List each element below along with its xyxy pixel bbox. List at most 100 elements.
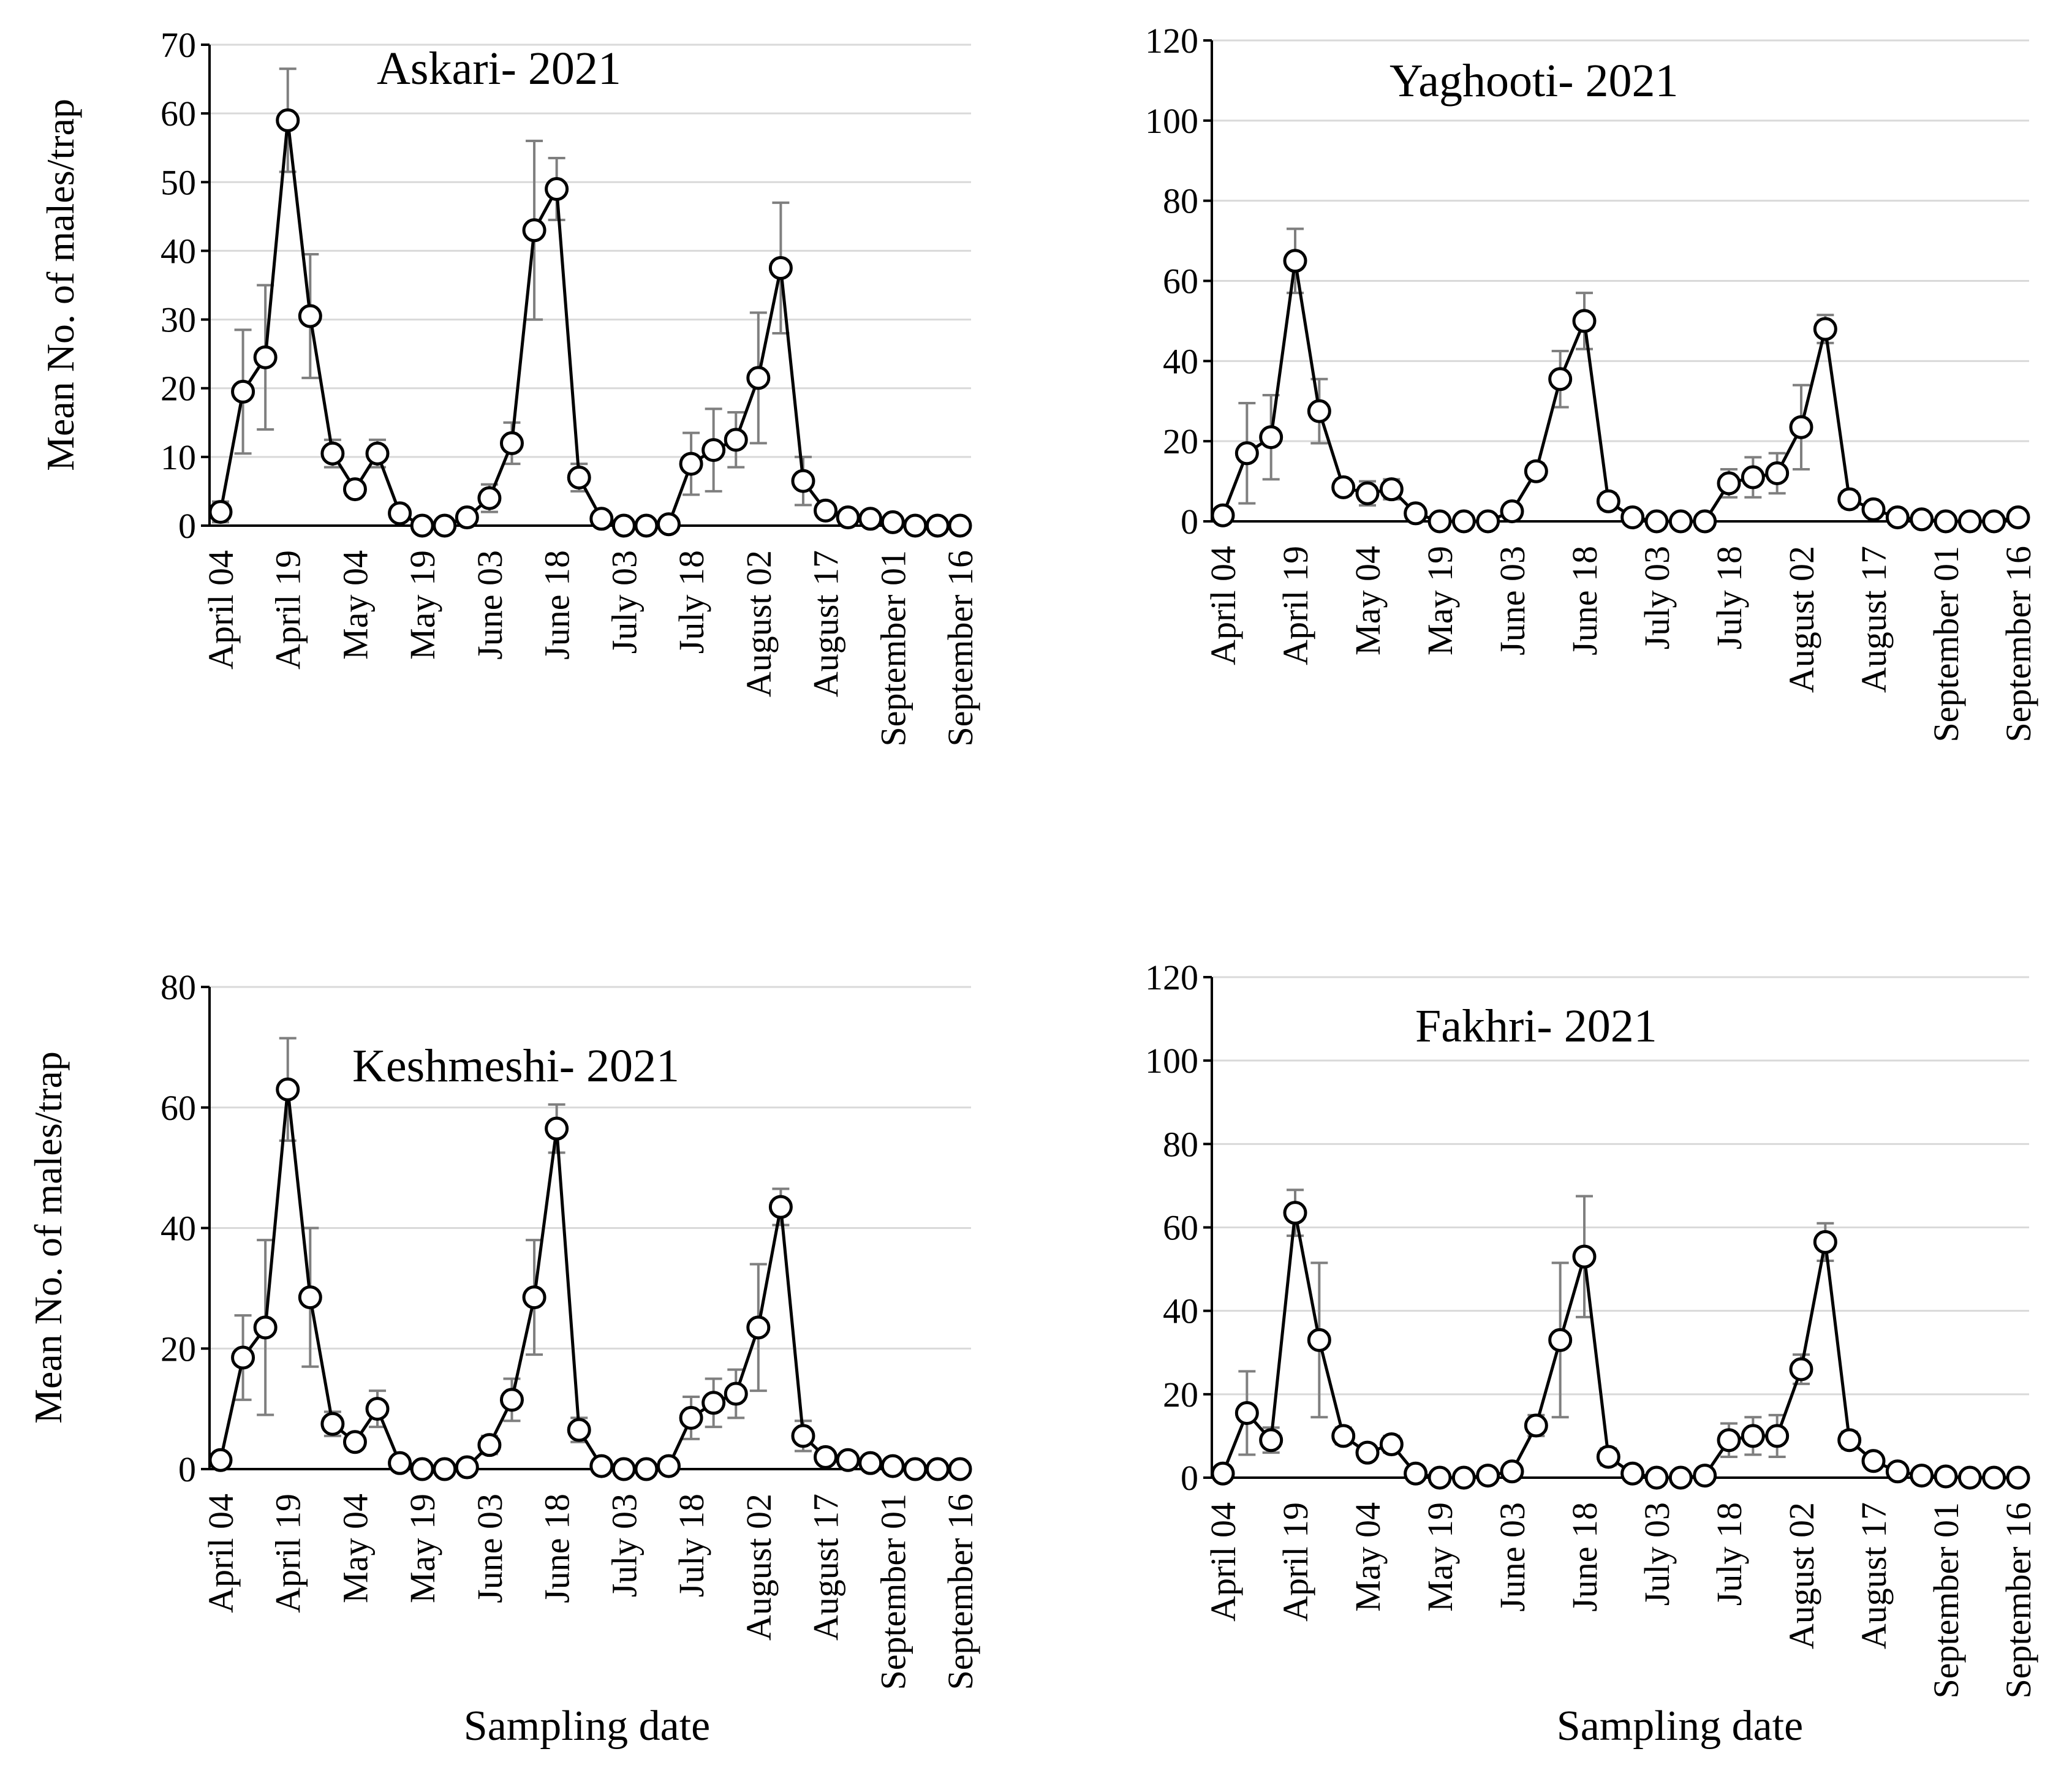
data-point bbox=[1813, 317, 1837, 341]
data-point bbox=[1861, 1449, 1886, 1473]
x-tick-label: April 19 bbox=[1276, 546, 1315, 665]
y-axis-label: Mean No. of males/trap bbox=[26, 1051, 70, 1424]
x-tick-label: September 16 bbox=[940, 550, 980, 747]
data-point bbox=[1500, 1459, 1524, 1484]
data-point bbox=[1307, 399, 1331, 423]
data-point bbox=[365, 441, 390, 466]
data-point bbox=[768, 255, 793, 280]
x-tick-label: June 18 bbox=[537, 1494, 577, 1603]
y-tick-label: 40 bbox=[161, 231, 196, 271]
data-point bbox=[791, 469, 815, 493]
y-tick-label: 30 bbox=[161, 300, 196, 340]
data-point bbox=[1235, 441, 1259, 466]
data-point bbox=[1379, 477, 1404, 502]
data-point bbox=[1910, 1464, 1934, 1488]
y-axis-label: Mean No. of males/trap bbox=[39, 99, 82, 471]
data-point bbox=[903, 1457, 928, 1481]
data-point bbox=[1283, 249, 1307, 273]
data-point bbox=[522, 218, 546, 243]
y-tick-label: 40 bbox=[1163, 1291, 1198, 1331]
data-point bbox=[1693, 1464, 1717, 1488]
x-tick-label: September 16 bbox=[1998, 1502, 2038, 1699]
x-tick-label: September 01 bbox=[1926, 546, 1966, 743]
x-tick-label: September 01 bbox=[1926, 1502, 1966, 1699]
data-point bbox=[253, 1315, 278, 1340]
data-point bbox=[1211, 503, 1235, 527]
data-point bbox=[545, 1116, 569, 1141]
data-point bbox=[342, 1430, 367, 1454]
data-point bbox=[880, 1454, 905, 1478]
data-point bbox=[1885, 505, 1910, 529]
data-point bbox=[1765, 461, 1790, 485]
data-point bbox=[746, 366, 771, 390]
data-point bbox=[1668, 1465, 1693, 1490]
data-point bbox=[1741, 465, 1765, 489]
data-point bbox=[342, 477, 367, 502]
y-tick-label: 0 bbox=[1181, 502, 1198, 542]
data-point bbox=[1644, 509, 1669, 534]
x-tick-label: May 04 bbox=[1348, 1502, 1388, 1612]
data-point bbox=[499, 431, 524, 455]
chart-title: Keshmeshi- 2021 bbox=[352, 1040, 679, 1092]
x-tick-label: July 03 bbox=[1637, 546, 1677, 649]
data-point bbox=[948, 1457, 972, 1481]
y-tick-label: 100 bbox=[1145, 101, 1198, 141]
data-point bbox=[1524, 459, 1548, 483]
data-point bbox=[1910, 507, 1934, 532]
data-point bbox=[1717, 471, 1741, 496]
data-point bbox=[320, 441, 345, 466]
data-point bbox=[1885, 1459, 1910, 1484]
data-point bbox=[768, 1195, 793, 1219]
y-tick-label: 20 bbox=[161, 1329, 196, 1369]
data-point bbox=[1596, 489, 1620, 513]
data-point bbox=[1379, 1432, 1404, 1457]
x-tick-label: May 04 bbox=[335, 550, 375, 660]
data-point bbox=[814, 498, 838, 523]
y-tick-label: 20 bbox=[1163, 421, 1198, 461]
x-tick-label: September 16 bbox=[940, 1494, 980, 1690]
x-tick-label: May 19 bbox=[403, 550, 442, 660]
y-tick-label: 50 bbox=[161, 162, 196, 202]
data-point bbox=[925, 513, 950, 538]
data-point bbox=[1717, 1428, 1741, 1453]
chart-title: Askari- 2021 bbox=[377, 43, 621, 94]
data-point bbox=[1572, 309, 1597, 333]
data-point bbox=[1644, 1465, 1669, 1490]
data-point bbox=[1283, 1201, 1307, 1225]
x-tick-label: June 03 bbox=[470, 550, 510, 660]
data-point bbox=[567, 1418, 591, 1442]
data-point bbox=[545, 177, 569, 201]
data-point bbox=[410, 1457, 434, 1481]
data-point bbox=[724, 1381, 748, 1406]
x-tick-label: September 01 bbox=[873, 550, 913, 747]
data-point bbox=[1427, 509, 1452, 534]
y-tick-label: 60 bbox=[1163, 1208, 1198, 1248]
data-point bbox=[858, 1451, 883, 1475]
data-point bbox=[1331, 1424, 1356, 1448]
y-tick-label: 120 bbox=[1145, 21, 1198, 61]
data-point bbox=[611, 1457, 636, 1481]
data-point bbox=[1259, 425, 1284, 450]
data-point bbox=[1620, 1461, 1645, 1486]
x-tick-label: July 18 bbox=[1709, 546, 1749, 649]
chart-askari: 0 10 20 30 40 50 60 70 April 04 April 19 May 04 May… bbox=[39, 25, 980, 747]
x-tick-label: April 04 bbox=[201, 550, 241, 670]
data-point bbox=[253, 345, 278, 369]
y-tick-label: 80 bbox=[1163, 181, 1198, 221]
data-point bbox=[589, 507, 614, 531]
data-point bbox=[1548, 1328, 1573, 1352]
data-point bbox=[208, 1448, 233, 1472]
x-axis-label: Sampling date bbox=[464, 1703, 710, 1750]
data-point bbox=[657, 1454, 681, 1478]
y-tick-label: 0 bbox=[178, 506, 196, 546]
data-point bbox=[1957, 1465, 1982, 1490]
data-point bbox=[433, 1457, 457, 1481]
data-point bbox=[791, 1424, 815, 1448]
x-tick-label: June 03 bbox=[1492, 546, 1532, 656]
data-point bbox=[1548, 367, 1573, 391]
y-tick-label: 60 bbox=[161, 94, 196, 134]
data-point bbox=[657, 512, 681, 537]
data-point bbox=[499, 1388, 524, 1412]
x-tick-label: September 01 bbox=[873, 1494, 913, 1690]
y-tick-label: 20 bbox=[1163, 1375, 1198, 1415]
